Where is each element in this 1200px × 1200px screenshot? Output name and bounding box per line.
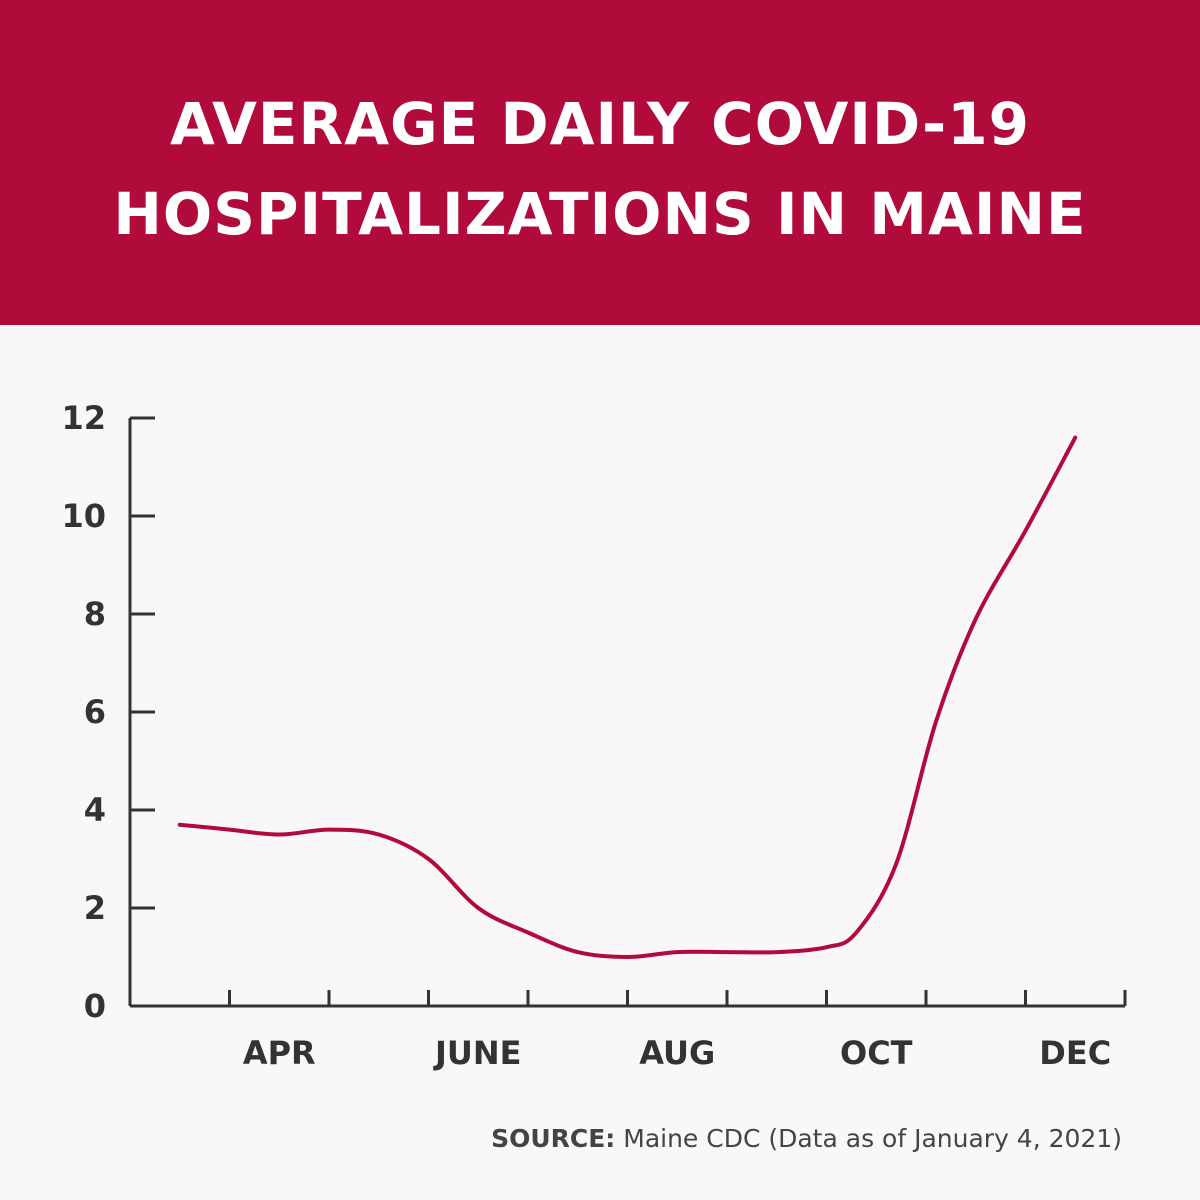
source-text: Maine CDC (Data as of January 4, 2021) (615, 1124, 1122, 1153)
x-tick-label-oct: OCT (840, 1034, 913, 1072)
source-label: SOURCE: (491, 1124, 616, 1153)
chart-title-line-1: AVERAGE DAILY COVID-19 (170, 90, 1030, 158)
x-tick-label-dec: DEC (1039, 1034, 1111, 1072)
source-note: SOURCE: Maine CDC (Data as of January 4,… (491, 1124, 1122, 1153)
y-tick-label-10: 10 (61, 497, 106, 535)
y-tick-label-0: 0 (84, 987, 106, 1025)
x-tick-label-apr: APR (243, 1034, 316, 1072)
y-tick-label-12: 12 (61, 399, 106, 437)
y-tick-label-6: 6 (84, 693, 106, 731)
chart-title-line-2: HOSPITALIZATIONS IN MAINE (113, 180, 1087, 248)
title-banner: AVERAGE DAILY COVID-19 HOSPITALIZATIONS … (0, 0, 1200, 325)
y-tick-label-8: 8 (84, 595, 106, 633)
series-line-0 (177, 435, 1078, 959)
y-tick-label-4: 4 (84, 791, 106, 829)
x-tick-label-june: JUNE (433, 1034, 522, 1072)
x-tick-label-aug: AUG (639, 1034, 715, 1072)
y-tick-label-2: 2 (84, 889, 106, 927)
